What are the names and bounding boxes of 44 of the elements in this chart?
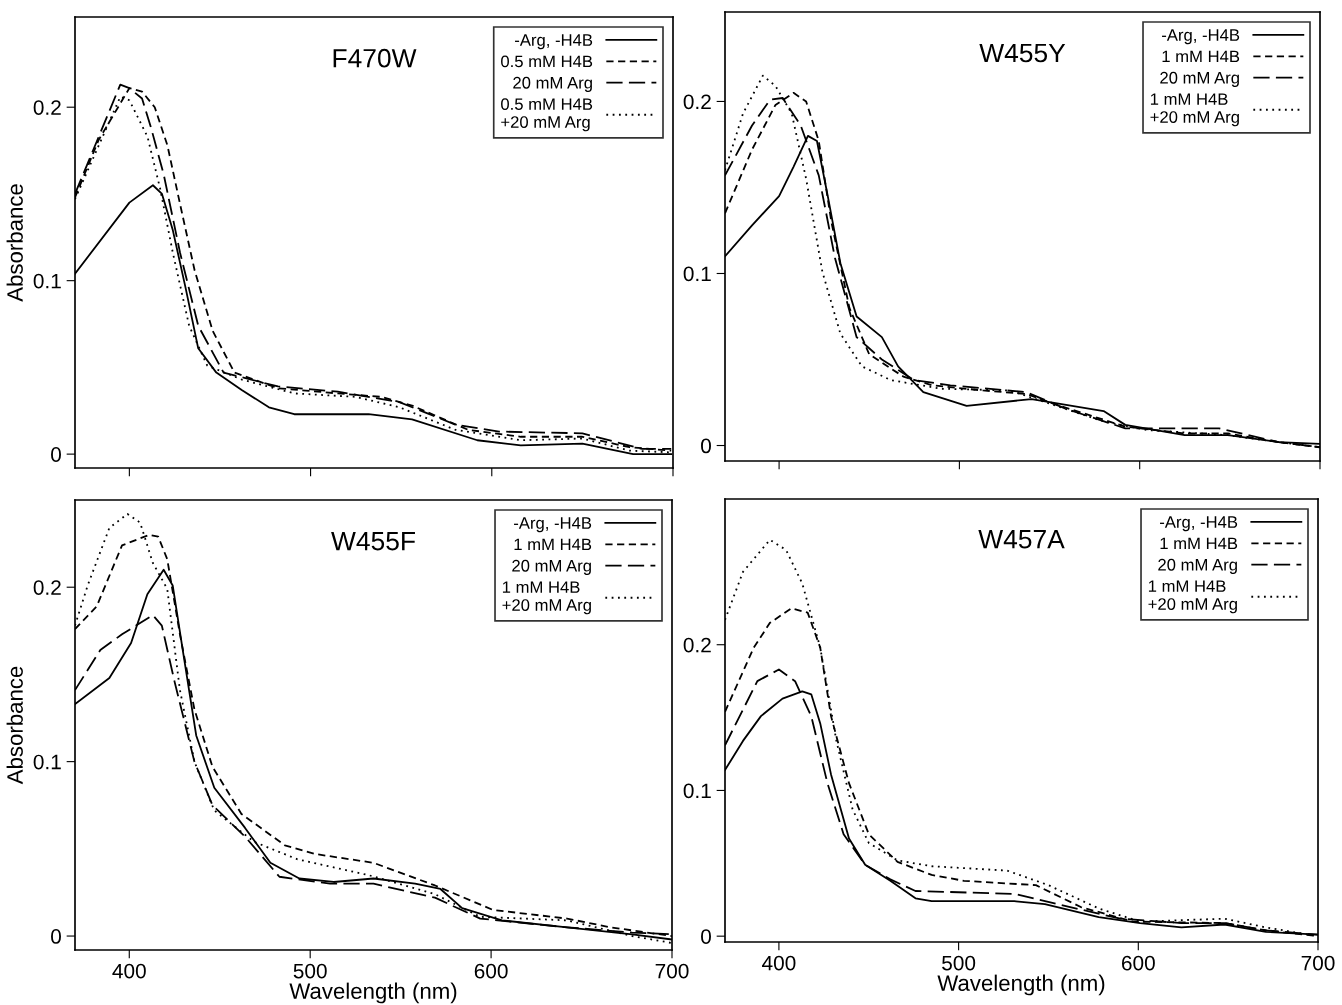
y-tick-label: 0 <box>701 438 711 454</box>
text: W457A <box>978 530 1065 549</box>
y-tick-label: 0.2 <box>33 580 61 595</box>
legend-label: 0.5 mM H4B +20 mM Arg <box>501 98 593 132</box>
legend-label: -Arg, -H4B <box>1162 29 1240 45</box>
x-tick-label: 500 <box>942 955 976 971</box>
text: W455F <box>331 532 415 551</box>
legend-label: -Arg, -H4B <box>514 517 592 533</box>
legend-label: 0.5 mM H4B <box>501 55 593 68</box>
legend-label: 20 mM Arg <box>1160 71 1239 87</box>
x-tick-label: 700 <box>1301 955 1335 971</box>
x-axis-title: Wavelength (nm) <box>289 982 457 1004</box>
y-tick-label: 0 <box>701 929 711 944</box>
y-tick-label: 0.1 <box>683 266 711 282</box>
legend-label: 1 mM H4B <box>1160 537 1238 550</box>
legend-label: -Arg, -H4B <box>1160 516 1238 532</box>
y-axis-title: Absorbance <box>6 666 23 785</box>
x-tick-label: 400 <box>762 955 796 971</box>
legend-label: 1 mM H4B <box>1162 50 1240 63</box>
legend-label: 20 mM Arg <box>513 76 592 92</box>
legend-label: 1 mM H4B <box>514 538 592 551</box>
x-tick-label: 600 <box>1121 955 1155 971</box>
legend-label: 1 mM H4B +20 mM Arg <box>1148 580 1237 614</box>
text: F470W <box>333 48 417 68</box>
y-tick-label: 0.1 <box>33 754 61 770</box>
y-tick-label: 0.2 <box>683 94 711 110</box>
text: W455Y <box>979 43 1066 63</box>
x-tick-label: 500 <box>293 963 327 979</box>
legend-label: 1 mM H4B +20 mM Arg <box>502 581 591 615</box>
y-tick-label: 0.2 <box>33 100 61 115</box>
y-tick-label: 0 <box>51 447 61 462</box>
y-axis-title: Absorbance <box>6 184 23 302</box>
x-tick-label: 600 <box>474 963 508 979</box>
legend-label: 20 mM Arg <box>512 559 591 575</box>
y-tick-label: 0.1 <box>33 273 61 289</box>
x-tick-label: 700 <box>655 963 689 979</box>
x-axis-title: Wavelength (nm) <box>937 974 1105 996</box>
legend-label: -Arg, -H4B <box>515 34 593 50</box>
legend-label: 20 mM Arg <box>1158 558 1237 574</box>
y-tick-label: 0.2 <box>683 637 711 653</box>
x-tick-label: 400 <box>112 963 146 979</box>
y-tick-label: 0.1 <box>683 783 711 799</box>
legend-label: 1 mM H4B +20 mM Arg <box>1150 93 1239 127</box>
y-tick-label: 0 <box>51 929 61 944</box>
